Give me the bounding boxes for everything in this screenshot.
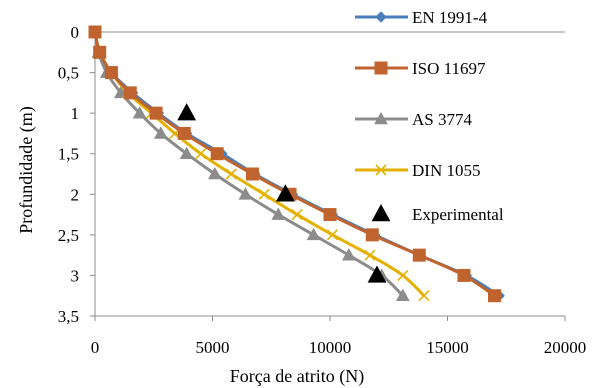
data-point — [208, 166, 222, 180]
legend-label: DIN 1055 — [412, 161, 480, 180]
legend: EN 1991-4 ISO 11697 AS 3774 DIN 1055 Experim… — [355, 8, 504, 224]
data-point — [457, 268, 471, 282]
data-point-stroke — [195, 148, 207, 160]
data-point — [271, 207, 286, 220]
data-point — [179, 146, 194, 160]
data-point — [375, 164, 387, 176]
data-point — [210, 147, 224, 161]
data-point — [323, 208, 337, 222]
data-point — [123, 86, 137, 100]
data-point-stroke — [291, 209, 303, 221]
data-point — [153, 126, 168, 139]
data-point — [291, 209, 303, 221]
legend-item: AS 3774 — [355, 110, 472, 129]
data-point — [371, 203, 391, 222]
data-point — [149, 106, 163, 120]
data-point — [375, 11, 387, 23]
data-point — [88, 25, 102, 39]
data-point — [367, 265, 387, 283]
y-tick-label: 0,5 — [58, 64, 79, 83]
data-point — [341, 248, 356, 261]
data-point — [104, 66, 118, 80]
data-point — [374, 61, 388, 75]
data-point — [365, 228, 379, 242]
x-tick-label: 0 — [91, 338, 100, 357]
y-tick-label: 2 — [71, 185, 80, 204]
data-point-stroke — [258, 188, 270, 200]
legend-item: EN 1991-4 — [355, 8, 488, 27]
data-point — [396, 288, 410, 302]
y-tick-label: 1 — [71, 104, 80, 123]
x-tick-label: 5000 — [196, 338, 230, 357]
data-point — [412, 248, 426, 262]
data-point — [177, 126, 191, 140]
legend-label: EN 1991-4 — [412, 8, 488, 27]
data-point — [488, 289, 501, 303]
x-axis-title: Força de atrito (N) — [230, 366, 364, 387]
data-point-stroke — [364, 249, 376, 261]
data-point — [132, 106, 147, 119]
data-point — [397, 269, 409, 281]
data-point-stroke — [326, 229, 338, 241]
data-point — [418, 290, 430, 302]
data-point-stroke — [418, 290, 430, 302]
y-tick-label: 3 — [71, 266, 80, 285]
data-point-stroke — [397, 269, 409, 281]
series-layer — [88, 24, 505, 303]
x-tick-label: 10000 — [309, 338, 352, 357]
data-point — [93, 45, 107, 59]
y-tick-label: 0 — [71, 23, 80, 42]
data-point-stroke — [375, 164, 387, 176]
data-point — [326, 229, 338, 241]
y-tick-label: 3,5 — [58, 307, 79, 326]
legend-label: AS 3774 — [412, 110, 472, 129]
series-line — [93, 31, 404, 297]
legend-label: ISO 11697 — [412, 59, 486, 78]
legend-item: DIN 1055 — [355, 161, 480, 180]
data-point — [238, 187, 253, 200]
legend-label: Experimental — [412, 205, 504, 224]
data-point — [258, 188, 270, 200]
y-tick-label: 1,5 — [58, 145, 79, 164]
data-point — [275, 184, 295, 202]
y-axis-title: Profundidade (m) — [16, 106, 37, 233]
data-point — [177, 103, 197, 121]
x-tick-label: 20000 — [544, 338, 587, 357]
x-tick-label: 15000 — [426, 338, 469, 357]
data-point — [225, 168, 237, 180]
data-point-stroke — [225, 168, 237, 180]
data-point — [364, 249, 376, 261]
data-point — [195, 148, 207, 160]
y-tick-label: 2,5 — [58, 226, 79, 245]
data-point — [374, 111, 388, 125]
legend-item: ISO 11697 — [355, 59, 486, 78]
data-point — [245, 167, 259, 181]
data-point — [306, 227, 321, 241]
legend-item: Experimental — [371, 203, 504, 224]
axes: 0 5000 10000 15000 20000 0 0,5 1 1,5 2 2,5 3 3,5 — [58, 23, 587, 357]
series-experimental — [177, 103, 387, 283]
